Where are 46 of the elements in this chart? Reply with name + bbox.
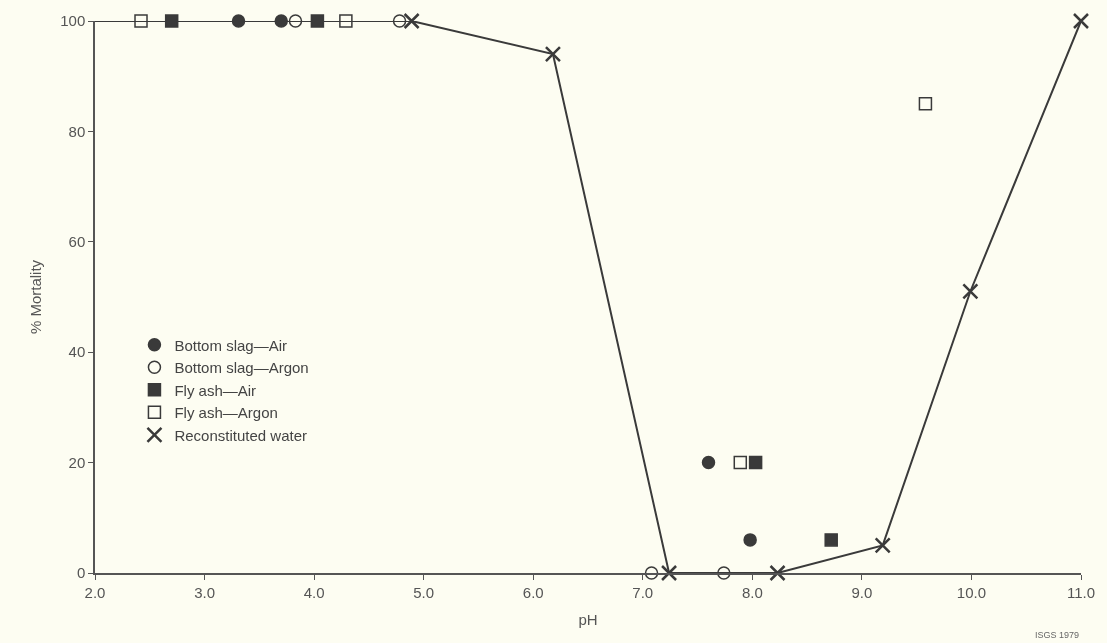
y-tick-label: 60 — [68, 233, 86, 251]
point — [134, 14, 148, 28]
point — [288, 14, 303, 28]
y-tick-label: 100 — [60, 12, 86, 30]
point — [660, 564, 678, 582]
point — [310, 14, 325, 28]
x-tick-label: 4.0 — [303, 583, 325, 601]
x-tick-label: 9.0 — [851, 583, 873, 601]
x-tick-label: 2.0 — [84, 583, 106, 601]
point — [403, 12, 420, 30]
y-tick-label: 80 — [68, 122, 86, 140]
point — [544, 45, 562, 63]
y-tick-label: 20 — [68, 453, 86, 471]
point — [392, 14, 407, 28]
point — [962, 283, 979, 300]
point — [164, 14, 179, 28]
text: ISGS 1979 — [1035, 630, 1080, 640]
point — [231, 14, 246, 28]
point — [701, 455, 716, 470]
x-tick-label: 3.0 — [194, 583, 215, 601]
point — [743, 533, 757, 547]
point — [769, 564, 786, 582]
point — [874, 537, 891, 554]
point — [918, 97, 933, 111]
point — [733, 455, 748, 470]
legend-label: Bottom slag—Argon — [174, 359, 309, 377]
x-tick-label: 11.0 — [1066, 583, 1096, 601]
legend-label: Reconstituted water — [174, 426, 308, 444]
x-tick-label: 8.0 — [741, 583, 763, 601]
point — [339, 14, 353, 28]
point — [274, 14, 288, 28]
point — [824, 533, 838, 547]
y-tick-label: 0 — [76, 564, 86, 582]
point — [644, 566, 659, 580]
y-tick-label: 40 — [68, 343, 86, 361]
x-tick-label: 10.0 — [956, 583, 987, 601]
legend-label: Bottom slag—Air — [174, 336, 287, 354]
x-tick-label: 7.0 — [632, 583, 654, 601]
legend-label: Fly ash—Air — [174, 381, 257, 399]
x-tick-label: 5.0 — [413, 583, 435, 601]
point — [748, 455, 763, 470]
x-tick-label: 6.0 — [522, 583, 544, 601]
y-axis-title: % Mortality — [26, 259, 44, 335]
x-axis-title: pH — [578, 611, 598, 629]
legend-label: Fly ash—Argon — [174, 404, 278, 422]
point — [1072, 12, 1090, 30]
